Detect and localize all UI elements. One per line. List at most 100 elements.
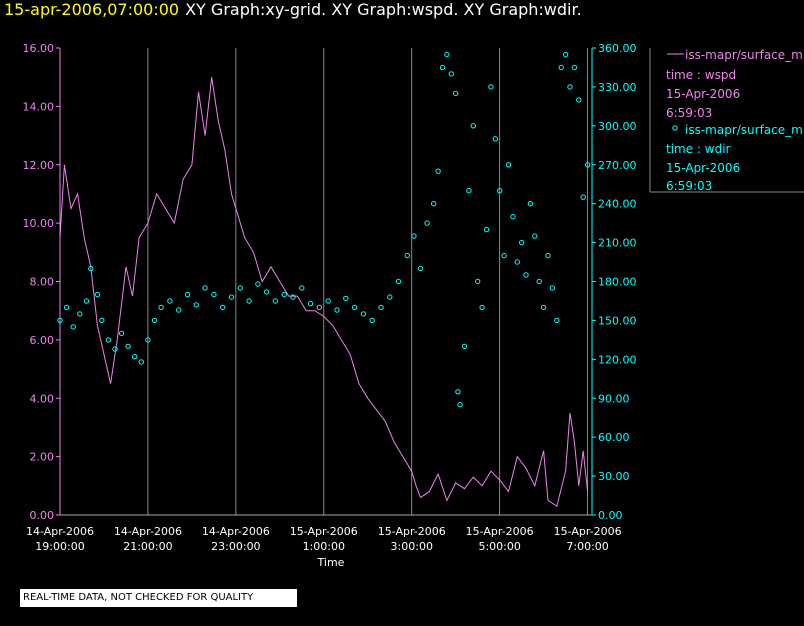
wdir-point (523, 272, 529, 278)
y-right-tick-label: 300.00 (598, 120, 637, 133)
wdir-point (457, 402, 463, 408)
y-right-tick-label: 90.00 (598, 392, 630, 405)
y-left-tick-label: 4.00 (30, 392, 55, 405)
y-axis-right: 0.00 30.00 60.00 90.00 120.00 150.00 180.00 210… (592, 42, 637, 522)
y-right-tick-label: 330.00 (598, 81, 637, 94)
x-tick-label-date: 15-Apr-2006 (290, 525, 358, 538)
y-right-tick-label: 360.00 (598, 42, 637, 55)
legend-wspd-line3: 15-Apr-2006 (666, 87, 740, 101)
wdir-point (57, 317, 63, 324)
legend-wdir-swatch (672, 125, 678, 131)
chart-title: 15-apr-2006,07:00:00 XY Graph:xy-grid. XY… (4, 0, 582, 24)
y-right-tick-label: 210.00 (598, 237, 637, 250)
wdir-point (316, 304, 323, 311)
wdir-point (132, 354, 138, 360)
wdir-point (334, 307, 340, 313)
wdir-point (63, 304, 70, 311)
wdir-point (479, 304, 485, 311)
wdir-point (228, 294, 235, 300)
title-timestamp: 15-apr-2006,07:00:00 (4, 0, 180, 19)
wdir-point (290, 294, 296, 300)
x-tick-label-date: 14-Apr-2006 (114, 525, 182, 538)
wdir-point (580, 194, 586, 200)
wdir-point (466, 188, 472, 194)
wdir-point (77, 311, 83, 317)
legend-wspd-line4: 6:59:03 (666, 106, 712, 120)
wdir-point (255, 281, 261, 287)
legend-wspd-line2: time : wspd (666, 68, 736, 82)
x-tick-label-time: 1:00:00 (303, 540, 345, 553)
y-right-tick-label: 270.00 (598, 159, 637, 172)
wdir-point (417, 265, 424, 272)
wdir-point (369, 317, 375, 324)
wdir-point (431, 201, 437, 207)
wdir-point (576, 97, 582, 103)
wdir-point (532, 233, 538, 239)
wdir-point (151, 317, 158, 324)
y-right-tick-label: 240.00 (598, 198, 637, 211)
wdir-point (510, 213, 516, 220)
wdir-point (461, 343, 468, 350)
wdir-point (505, 162, 512, 168)
x-tick-label-time: 7:00:00 (566, 540, 608, 553)
legend-wdir-line4: 6:59:03 (666, 179, 712, 193)
wdir-point (554, 317, 560, 324)
y-right-tick-label: 30.00 (598, 470, 630, 483)
y-left-tick-label: 6.00 (30, 334, 55, 347)
wdir-point (360, 311, 367, 317)
title-graphs: XY Graph:xy-grid. XY Graph:wspd. XY Grap… (185, 0, 582, 19)
wdir-point (145, 337, 151, 343)
wdir-point (558, 64, 564, 71)
wdir-point (567, 84, 573, 90)
wdir-point (562, 51, 569, 58)
wdir-point (395, 278, 402, 285)
wdir-point (351, 304, 358, 311)
wdir-point (325, 298, 331, 304)
wdir-point (455, 389, 461, 395)
wdir-point (488, 84, 494, 90)
y-left-tick-label: 8.00 (30, 276, 55, 289)
wdir-point (387, 294, 393, 300)
wdir-point (112, 346, 118, 352)
wdir-point (176, 307, 182, 313)
wdir-point (483, 226, 490, 233)
wdir-point (404, 252, 410, 259)
wdir-point (514, 259, 520, 265)
legend-wdir-line3: 15-Apr-2006 (666, 161, 740, 175)
wspd-series-line (59, 77, 589, 508)
wdir-point (237, 285, 244, 291)
x-tick-label-time: 19:00:00 (35, 540, 84, 553)
wdir-point (263, 289, 270, 295)
x-axis-label: Time (317, 556, 345, 569)
wdir-point (83, 298, 90, 304)
wdir-point (584, 162, 591, 168)
wdir-point (125, 343, 131, 350)
x-tick-label-time: 5:00:00 (478, 540, 520, 553)
wdir-point (193, 302, 200, 308)
x-tick-label-date: 14-Apr-2006 (26, 525, 94, 538)
wdir-point (571, 64, 578, 71)
wdir-point (497, 188, 503, 194)
y-right-tick-label: 120.00 (598, 353, 637, 366)
wdir-point (281, 291, 287, 298)
wdir-point (307, 300, 314, 307)
y-left-tick-label: 14.00 (23, 100, 55, 113)
wdir-point (435, 168, 441, 174)
y-left-tick-label: 0.00 (30, 509, 55, 522)
x-tick-label-date: 15-Apr-2006 (378, 525, 446, 538)
y-axis-left: 0.00 2.00 4.00 6.00 8.00 10.00 12.00 14.00 16.00 (23, 42, 60, 522)
y-left-tick-label: 12.00 (23, 159, 55, 172)
wdir-point (545, 252, 551, 259)
wdir-point (444, 51, 450, 58)
grid (59, 48, 593, 516)
x-tick-label-time: 23:00:00 (211, 540, 260, 553)
wdir-point (519, 239, 525, 246)
wdir-point (88, 265, 94, 272)
wdir-point (378, 304, 384, 311)
wdir-point (424, 220, 430, 226)
wdir-point (448, 71, 454, 77)
wdir-point (299, 285, 305, 291)
quality-notice: REAL-TIME DATA, NOT CHECKED FOR QUALITY (20, 589, 297, 607)
wdir-point (202, 285, 208, 291)
